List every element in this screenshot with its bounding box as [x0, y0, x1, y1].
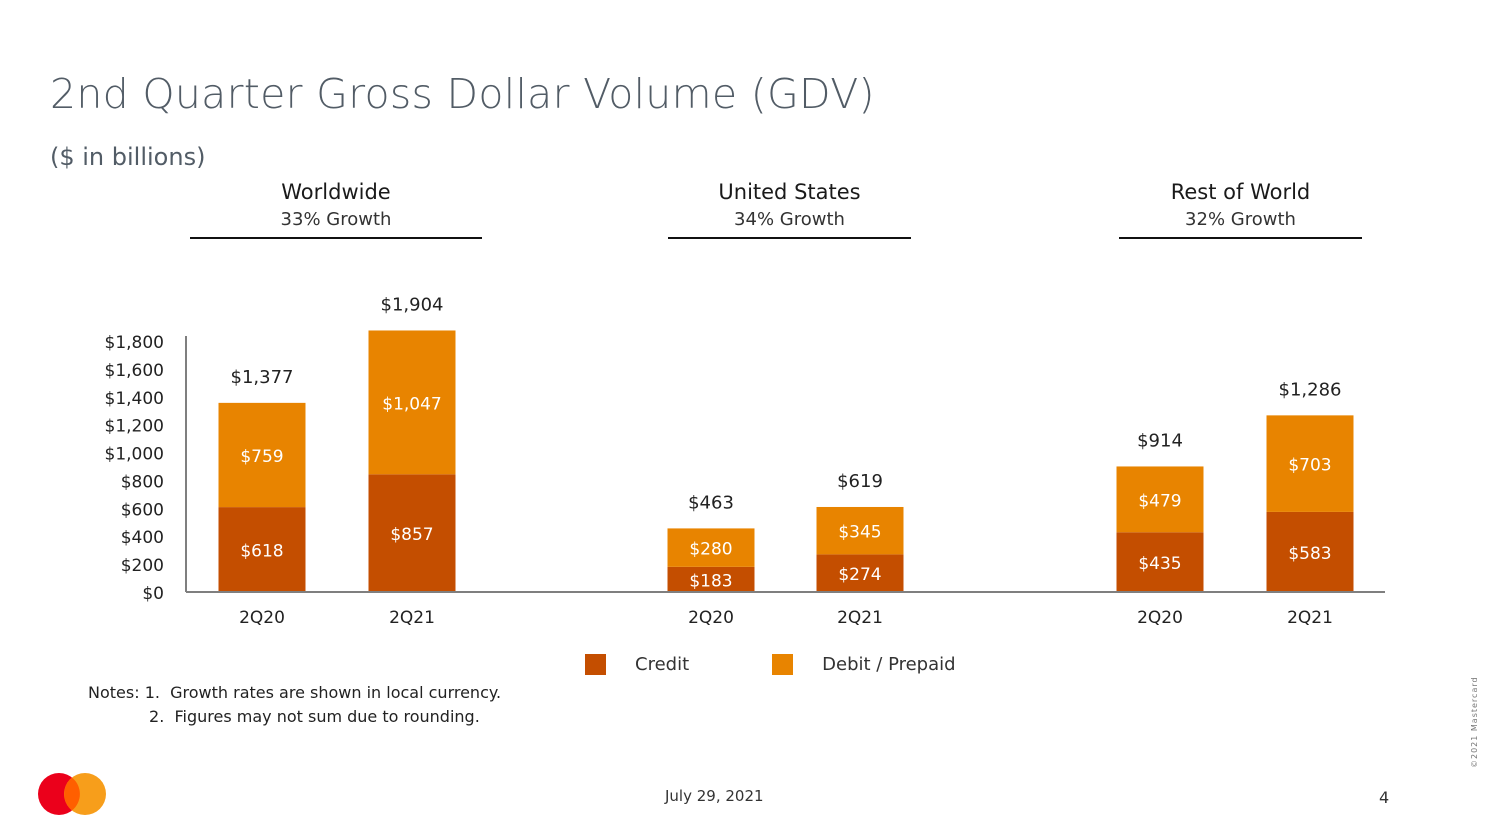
- mastercard-logo-icon: [38, 773, 106, 815]
- region-name: United States: [718, 180, 861, 204]
- total-label: $1,904: [381, 294, 444, 315]
- page-subtitle: ($ in billions): [50, 143, 206, 171]
- data-label-credit: $583: [1288, 544, 1331, 564]
- bar-credit: [218, 507, 306, 592]
- chart-legend: Credit Debit / Prepaid: [585, 654, 956, 675]
- bar-debit: [816, 506, 904, 555]
- y-tick-label: $800: [121, 472, 164, 492]
- bar-debit: [1116, 466, 1204, 533]
- x-tick-label: 2Q20: [688, 608, 734, 628]
- bar-debit: [218, 402, 306, 508]
- total-label: $1,286: [1279, 379, 1342, 400]
- total-label: $463: [688, 492, 734, 513]
- copyright-notice: ©2021 Mastercard: [1470, 676, 1479, 768]
- y-tick-label: $400: [121, 528, 164, 548]
- y-tick-label: $1,800: [105, 333, 164, 353]
- region-name: Worldwide: [281, 180, 391, 204]
- bar-credit: [1116, 532, 1204, 592]
- page-number: 4: [1379, 788, 1390, 807]
- total-label: $914: [1137, 430, 1183, 451]
- footnotes: Notes: 1. Growth rates are shown in loca…: [88, 683, 502, 726]
- region-growth: 33% Growth: [280, 209, 392, 230]
- region-header-united-states: United States 34% Growth: [668, 178, 911, 239]
- x-tick-label: 2Q20: [1137, 608, 1183, 628]
- legend-label-debit: Debit / Prepaid: [822, 654, 956, 675]
- y-tick-label: $0: [142, 584, 164, 604]
- x-tick-label: 2Q21: [837, 608, 883, 628]
- bar-credit: [816, 554, 904, 592]
- data-label-debit: $703: [1288, 456, 1331, 476]
- x-tick-label: 2Q21: [389, 608, 435, 628]
- page-title: 2nd Quarter Gross Dollar Volume (GDV): [50, 70, 875, 118]
- data-label-debit: $280: [689, 540, 732, 560]
- legend-swatch-credit: [585, 654, 606, 675]
- data-label-credit: $857: [390, 525, 433, 545]
- data-label-debit: $345: [838, 523, 881, 543]
- region-divider: [1119, 237, 1362, 239]
- data-label-credit: $274: [838, 565, 881, 585]
- x-tick-label: 2Q21: [1287, 608, 1333, 628]
- region-growth: 32% Growth: [1185, 209, 1296, 230]
- y-tick-label: $600: [121, 500, 164, 520]
- footer-date: July 29, 2021: [665, 787, 764, 805]
- total-label: $619: [837, 471, 883, 492]
- data-label-credit: $183: [689, 571, 732, 591]
- region-divider: [190, 237, 482, 239]
- y-tick-label: $1,200: [105, 417, 164, 437]
- data-label-debit: $1,047: [382, 394, 441, 414]
- total-label: $1,377: [231, 367, 294, 388]
- region-header-worldwide: Worldwide 33% Growth: [190, 178, 482, 239]
- data-label-debit: $759: [240, 447, 283, 467]
- bar-credit: [368, 474, 456, 592]
- data-label-credit: $618: [240, 542, 283, 562]
- bar-credit: [667, 566, 755, 592]
- y-tick-label: $1,400: [105, 389, 164, 409]
- bar-credit: [1266, 511, 1354, 592]
- region-divider: [668, 237, 911, 239]
- data-label-debit: $479: [1138, 491, 1181, 511]
- y-tick-label: $200: [121, 556, 164, 576]
- bar-debit: [667, 528, 755, 567]
- data-label-credit: $435: [1138, 554, 1181, 574]
- legend-swatch-debit: [772, 654, 794, 675]
- bar-debit: [368, 330, 456, 475]
- region-growth: 34% Growth: [734, 209, 845, 230]
- legend-label-credit: Credit: [635, 654, 690, 675]
- y-tick-label: $1,000: [105, 445, 164, 465]
- bar-debit: [1266, 415, 1354, 512]
- region-header-rest-of-world: Rest of World 32% Growth: [1119, 178, 1362, 239]
- y-tick-label: $1,600: [105, 361, 164, 381]
- region-name: Rest of World: [1170, 180, 1311, 204]
- x-tick-label: 2Q20: [239, 608, 285, 628]
